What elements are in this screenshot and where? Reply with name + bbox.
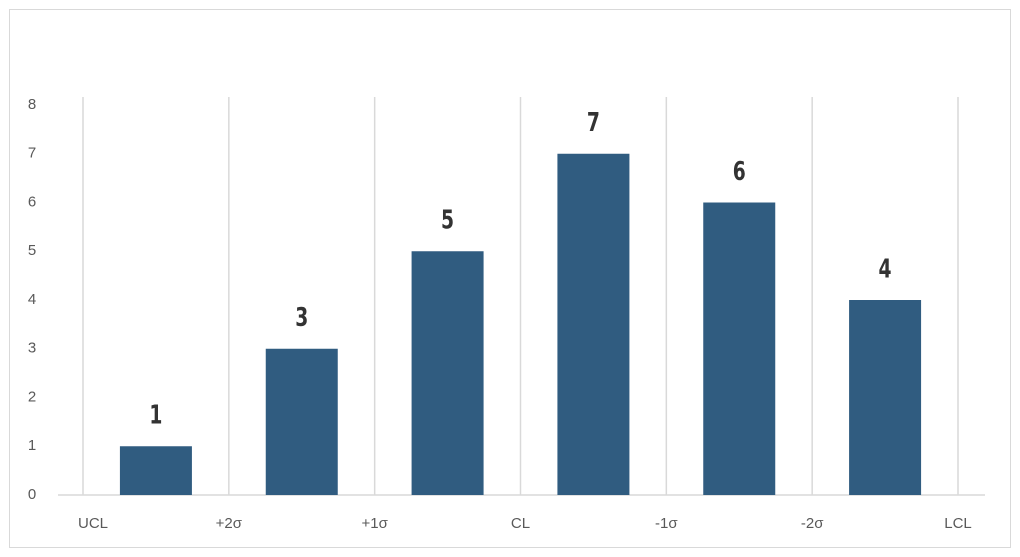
data-label: 5 <box>441 206 454 236</box>
y-tick-label: 2 <box>28 388 36 405</box>
data-label: 6 <box>733 157 746 187</box>
x-tick-label: -2σ <box>801 515 824 532</box>
data-label: 3 <box>295 303 308 333</box>
bar <box>849 300 922 495</box>
data-label: 7 <box>587 108 600 138</box>
x-tick-label: +2σ <box>216 515 243 532</box>
bar <box>411 251 484 495</box>
y-tick-label: 1 <box>28 437 36 454</box>
y-tick-label: 0 <box>28 486 36 503</box>
y-tick-label: 3 <box>28 340 36 357</box>
data-label: 1 <box>149 401 162 431</box>
data-label: 4 <box>879 255 892 285</box>
x-tick-label: CL <box>511 515 530 532</box>
x-tick-label: -1σ <box>655 515 678 532</box>
y-tick-label: 7 <box>28 145 36 162</box>
x-tick-label: LCL <box>944 515 972 532</box>
bar <box>703 202 776 495</box>
x-tick-label: UCL <box>78 515 108 532</box>
y-tick-label: 5 <box>28 242 36 259</box>
bar <box>119 446 192 495</box>
y-tick-label: 6 <box>28 193 36 210</box>
y-tick-label: 4 <box>28 291 36 308</box>
y-tick-label: 8 <box>28 96 36 113</box>
bar <box>265 348 338 495</box>
bar <box>557 153 630 495</box>
x-tick-label: +1σ <box>361 515 388 532</box>
